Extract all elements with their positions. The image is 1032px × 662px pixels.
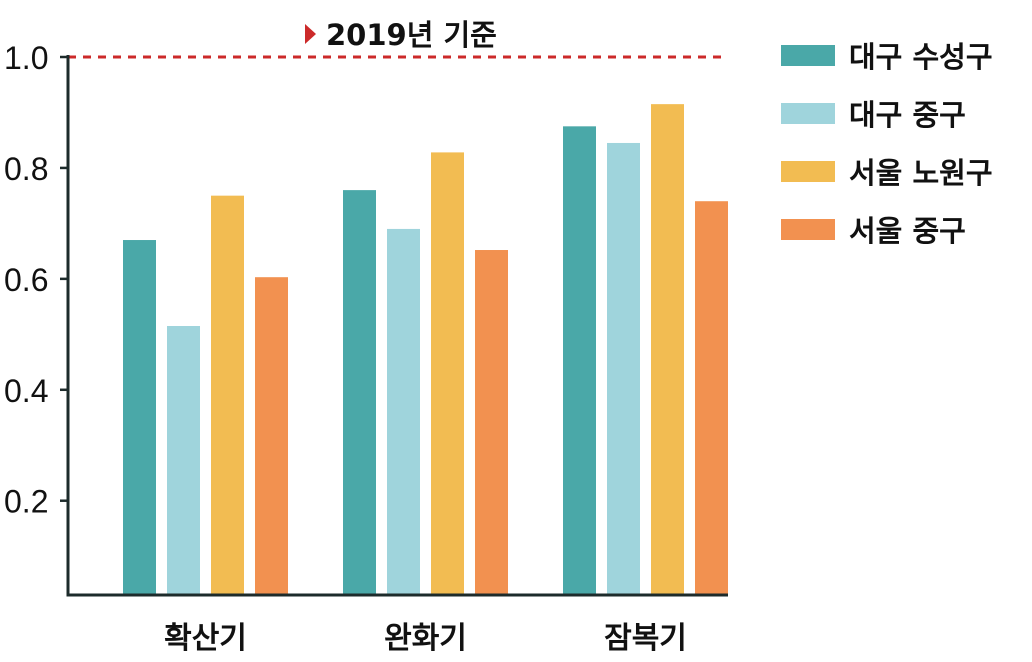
bars-group bbox=[123, 104, 728, 596]
y-tick-label: 0.2 bbox=[4, 484, 48, 520]
bar-대구-수성구-확산기 bbox=[123, 240, 156, 595]
bar-대구-중구-완화기 bbox=[387, 228, 420, 595]
y-tick-labels: 0.2 0.4 0.6 0.8 1.0 bbox=[4, 40, 68, 520]
triangle-marker-icon bbox=[305, 24, 316, 44]
bar-서울-중구-확산기 bbox=[255, 277, 288, 595]
bar-대구-중구-잠복기 bbox=[607, 142, 640, 596]
category-label: 잠복기 bbox=[604, 621, 687, 656]
bar-대구-중구-확산기 bbox=[167, 326, 200, 595]
legend-swatch-서울-중구 bbox=[781, 219, 835, 240]
reference-line-label: 2019년 기준 bbox=[326, 18, 497, 52]
legend-swatch-서울-노원구 bbox=[781, 161, 835, 182]
bar-서울-노원구-완화기 bbox=[431, 152, 464, 595]
bar-서울-중구-잠복기 bbox=[695, 201, 728, 596]
category-label: 확산기 bbox=[164, 621, 247, 656]
y-tick-label: 0.8 bbox=[4, 151, 48, 187]
y-tick-label: 0.4 bbox=[4, 373, 48, 409]
legend-label-대구-중구: 대구 중구 bbox=[849, 98, 966, 132]
legend-label-서울-중구: 서울 중구 bbox=[849, 214, 966, 248]
legend-swatch-대구-중구 bbox=[781, 103, 835, 124]
y-tick-label: 1.0 bbox=[4, 40, 48, 76]
axes-group bbox=[66, 55, 728, 597]
legend-swatch-대구-수성구 bbox=[781, 45, 835, 66]
bar-대구-수성구-잠복기 bbox=[563, 126, 596, 595]
bar-서울-중구-완화기 bbox=[475, 250, 508, 595]
bar-대구-수성구-완화기 bbox=[343, 190, 376, 595]
bar-서울-노원구-잠복기 bbox=[651, 104, 684, 595]
category-label: 완화기 bbox=[384, 621, 467, 656]
legend-label-서울-노원구: 서울 노원구 bbox=[849, 156, 993, 190]
legend-label-대구-수성구: 대구 수성구 bbox=[849, 40, 993, 74]
x-category-labels: 확산기 완화기 잠복기 bbox=[164, 621, 687, 656]
y-tick-label: 0.6 bbox=[4, 262, 48, 298]
reference-line-group: 2019년 기준 bbox=[68, 18, 722, 59]
bar-서울-노원구-확산기 bbox=[211, 195, 244, 595]
